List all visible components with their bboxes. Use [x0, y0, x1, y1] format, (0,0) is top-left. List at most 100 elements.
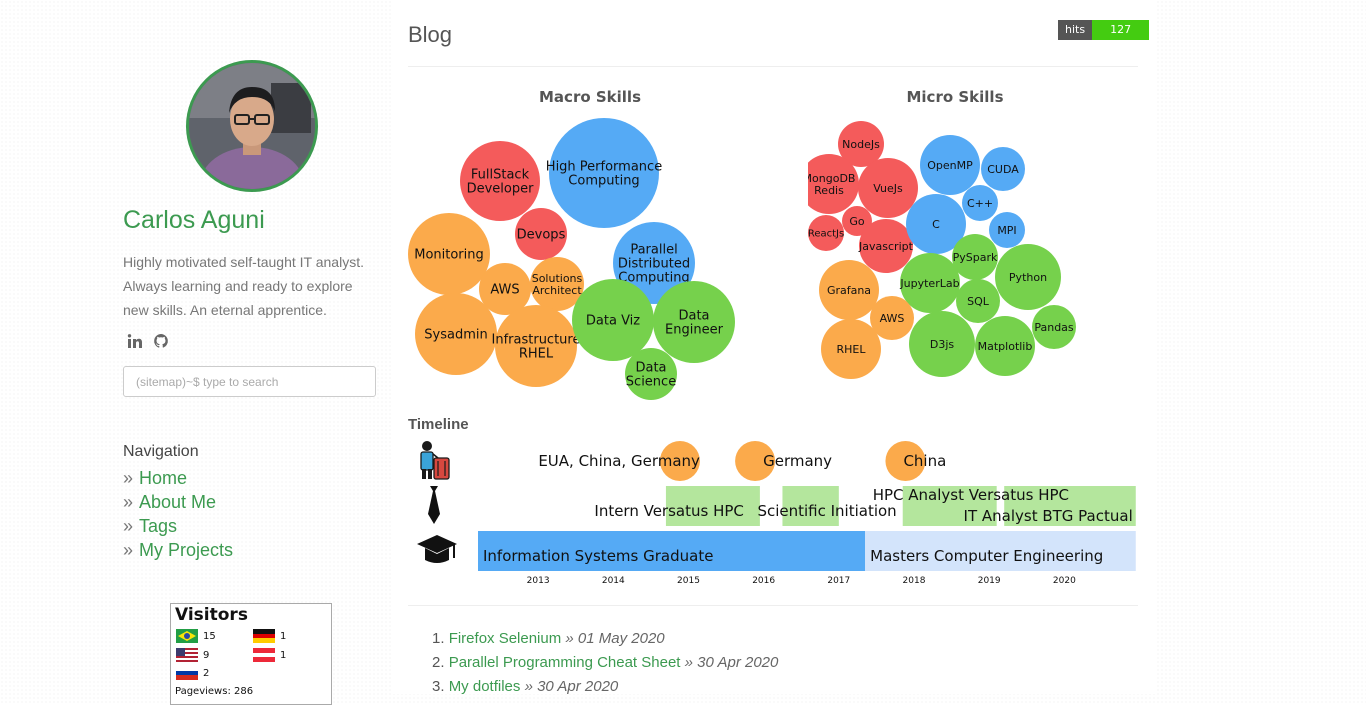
bubble-pyspark	[952, 234, 998, 280]
list-item: 1. Firefox Selenium » 01 May 2020	[432, 630, 665, 647]
work-bar-it-analyst-btg-pactual	[1004, 486, 1136, 526]
navigation-title: Navigation	[123, 443, 199, 460]
travel-marker-china	[885, 441, 926, 481]
travel-label-eua-china-germany: EUA, China, Germany	[538, 452, 700, 470]
work-label-intern-versatus-hpc: Intern Versatus HPC	[594, 502, 744, 520]
travel-marker-germany	[735, 441, 776, 481]
visitors-widget[interactable]: Visitors 15 1 9 1 2 Pageviews: 286	[170, 603, 332, 705]
post-date: 30 Apr 2020	[697, 654, 779, 671]
nav-link-my-projects[interactable]: My Projects	[139, 540, 234, 560]
timeline-tick-2020: 2020	[1053, 576, 1076, 586]
micro-skills-title: Micro Skills	[906, 88, 1003, 106]
bubble-aws	[479, 263, 531, 315]
bubble-label-vuejs: VueJs	[873, 182, 903, 195]
austria-flag	[253, 648, 275, 662]
russia-flag	[176, 666, 198, 680]
visitor-count-usa: 9	[203, 650, 210, 661]
bubble-cuda	[981, 147, 1025, 191]
micro-skills-chart: Micro Skills NodeJs MongoDBRedis VueJs Go Re…	[808, 88, 1076, 379]
bubble-monitoring	[408, 213, 490, 295]
bubble-label-jupyterlab: JupyterLab	[899, 277, 959, 290]
bubble-label-matplotlib: Matplotlib	[978, 340, 1033, 353]
work-label-it-analyst-btg-pactual: IT Analyst BTG Pactual	[964, 507, 1133, 525]
timeline-tick-2017: 2017	[827, 576, 850, 586]
bubble-openmp	[920, 135, 980, 195]
linkedin-icon[interactable]	[127, 333, 143, 349]
bubble-grafana	[819, 260, 879, 320]
divider	[408, 605, 1138, 606]
bubble-label-monitoring: Monitoring	[414, 248, 484, 263]
nav-link-about-me[interactable]: About Me	[139, 492, 217, 512]
bubble-reactjs	[808, 215, 844, 251]
bubble-label-data-engineer: Data Engineer	[665, 309, 724, 338]
bubble-label-aws: AWS	[490, 283, 519, 298]
bubble-fullstack-developer	[460, 141, 540, 221]
work-label-hpc-analyst-versatus-hpc: HPC Analyst Versatus HPC	[873, 486, 1069, 504]
visitors-title: Visitors	[175, 605, 248, 625]
bubble-rhel	[821, 319, 881, 379]
travel-marker-eua-china-germany	[659, 441, 700, 481]
bubble-label-d3js: D3js	[930, 338, 955, 351]
avatar	[186, 60, 318, 192]
usa-flag	[176, 648, 198, 662]
list-item: 2. Parallel Programming Cheat Sheet » 30…	[432, 654, 779, 671]
bubble-label-mongodb-redis: MongoDBRedis	[808, 172, 855, 197]
bubble-matplotlib	[975, 316, 1035, 376]
bubble-vuejs	[858, 158, 918, 218]
visitor-count-brazil: 15	[203, 631, 216, 642]
bubble-high-performance-computing	[549, 118, 659, 228]
nav-item-home: » Home	[123, 468, 188, 488]
graduation-cap-icon	[417, 535, 457, 563]
timeline-chart: EUA, China, Germany Germany China Intern Ve…	[417, 441, 1136, 586]
nav-link-home[interactable]: Home	[139, 468, 188, 488]
bubble-label-nodejs: NodeJs	[842, 138, 880, 151]
bubble-go	[842, 206, 872, 236]
timeline-tick-2018: 2018	[903, 576, 926, 586]
bubble-label-c: C++	[967, 197, 993, 210]
bubble-solutions-architect	[530, 257, 584, 311]
travel-label-china: China	[903, 452, 946, 470]
bubble-data-viz	[572, 279, 654, 361]
post-link[interactable]: My dotfiles	[448, 678, 521, 695]
bubble-label-go: Go	[849, 215, 865, 228]
bubble-label-mpi: MPI	[997, 224, 1016, 237]
bubble-label-data-viz: Data Viz	[586, 314, 640, 329]
social-links	[127, 333, 169, 349]
github-icon[interactable]	[153, 333, 169, 349]
bubble-label-reactjs: ReactJs	[808, 229, 844, 240]
timeline-tick-2015: 2015	[677, 576, 700, 586]
bubble-label-solutions-architect: Solutions Architect	[532, 272, 583, 297]
navigation-list: » Home » About Me » Tags » My Projects	[123, 466, 233, 562]
bubble-d3js	[909, 311, 975, 377]
bubble-label-python: Python	[1009, 271, 1047, 284]
bubble-label-javascript: Javascript	[858, 240, 914, 253]
bubble-label-c: C	[932, 218, 940, 231]
bubble-python	[995, 244, 1061, 310]
post-date: 01 May 2020	[577, 630, 665, 647]
bubble-mongodb-redis	[808, 154, 859, 214]
hits-badge: hits 127	[1058, 20, 1150, 40]
germany-flag	[253, 629, 275, 643]
nav-item-about-me: » About Me	[123, 492, 217, 512]
post-link[interactable]: Firefox Selenium	[448, 630, 562, 647]
bubble-data-engineer	[653, 281, 735, 363]
visitor-count-germany: 1	[280, 631, 287, 642]
post-link[interactable]: Parallel Programming Cheat Sheet	[448, 654, 681, 671]
hits-label: hits	[1058, 20, 1093, 40]
brazil-flag	[176, 629, 198, 643]
nav-item-tags: » Tags	[123, 516, 178, 536]
nav-link-tags[interactable]: Tags	[139, 516, 178, 536]
bubble-aws	[870, 296, 914, 340]
timeline-title: Timeline	[408, 416, 469, 433]
pageviews-count: Pageviews: 286	[175, 686, 254, 697]
timeline-tick-2013: 2013	[527, 576, 550, 586]
bubble-pandas	[1032, 305, 1076, 349]
bubble-devops	[515, 208, 567, 260]
bubble-label-openmp: OpenMP	[927, 159, 973, 172]
list-item: 3. My dotfiles » 30 Apr 2020	[432, 678, 619, 695]
sidebar: Carlos Aguni Highly motivated self-taugh…	[0, 0, 390, 705]
macro-skills-title: Macro Skills	[539, 88, 641, 106]
search-input[interactable]	[123, 366, 376, 397]
timeline-tick-2014: 2014	[602, 576, 625, 586]
macro-skills-chart: Macro Skills High Performance Computing Fu…	[408, 88, 735, 400]
